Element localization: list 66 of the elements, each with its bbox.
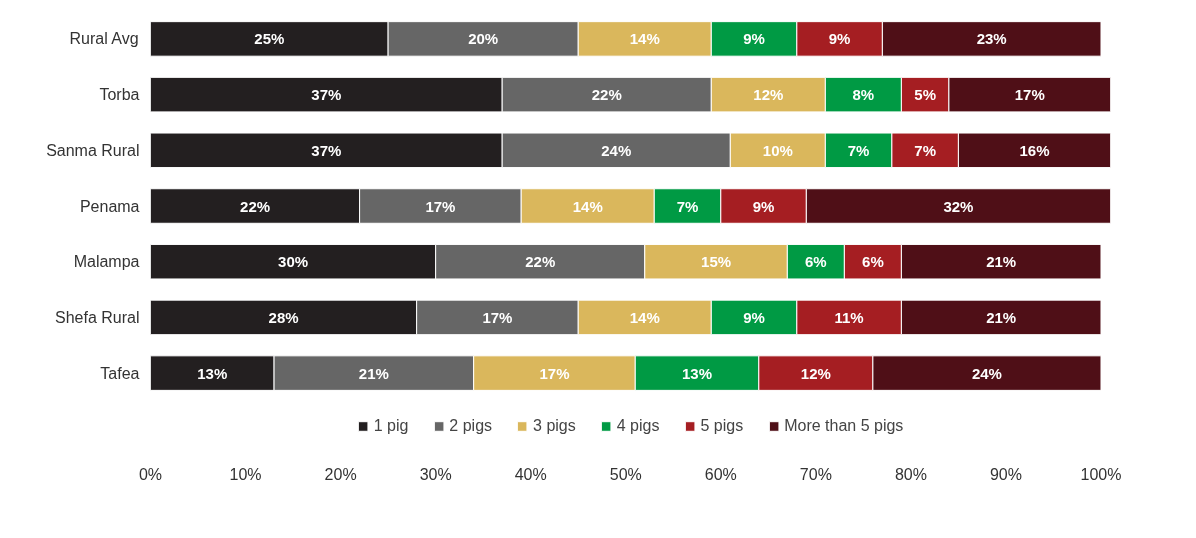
- data-label: 17%: [482, 308, 513, 326]
- data-label: 9%: [743, 308, 765, 326]
- data-label: 15%: [701, 253, 732, 271]
- data-label: 6%: [862, 253, 884, 271]
- x-tick-label: 40%: [514, 465, 547, 483]
- y-tick-label: Penama: [79, 197, 140, 215]
- data-label: 8%: [852, 86, 875, 104]
- legend-label: 5 pigs: [700, 417, 744, 435]
- data-label: 10%: [762, 141, 793, 159]
- x-tick-label: 50%: [609, 465, 642, 483]
- data-label: 37%: [311, 141, 342, 159]
- data-label: 7%: [676, 197, 699, 215]
- data-label: 30%: [278, 253, 309, 271]
- x-tick-label: 60%: [704, 465, 737, 483]
- data-label: 22%: [591, 86, 622, 104]
- y-tick-label: Rural Avg: [69, 30, 139, 48]
- data-label: 12%: [800, 364, 831, 382]
- data-label: 17%: [425, 197, 456, 215]
- x-tick-label: 70%: [799, 465, 832, 483]
- data-label: 12%: [753, 86, 784, 104]
- data-label: 20%: [468, 30, 499, 48]
- data-label: 22%: [240, 197, 271, 215]
- data-label: 21%: [986, 253, 1017, 271]
- y-tick-label: Torba: [99, 86, 140, 104]
- data-label: 25%: [254, 30, 285, 48]
- data-label: 24%: [601, 141, 632, 159]
- x-tick-label: 0%: [138, 465, 163, 483]
- legend-label: More than 5 pigs: [784, 417, 904, 435]
- data-label: 22%: [525, 253, 556, 271]
- data-label: 9%: [743, 30, 765, 48]
- x-tick-label: 80%: [894, 465, 927, 483]
- data-label: 17%: [539, 364, 570, 382]
- x-tick-label: 100%: [1080, 465, 1122, 483]
- legend-label: 3 pigs: [533, 417, 576, 435]
- data-label: 37%: [311, 86, 342, 104]
- data-label: 13%: [197, 364, 228, 382]
- data-label: 21%: [358, 364, 389, 382]
- data-label: 11%: [834, 308, 864, 326]
- y-tick-label: Shefa Rural: [55, 308, 140, 326]
- data-label: 28%: [268, 308, 299, 326]
- y-tick-label: Malampa: [73, 253, 140, 271]
- legend-label: 4 pigs: [616, 417, 660, 435]
- data-label: 9%: [828, 30, 851, 48]
- data-label: 6%: [805, 253, 827, 271]
- data-label: 23%: [976, 30, 1007, 48]
- data-label: 7%: [914, 141, 936, 159]
- data-label: 21%: [986, 308, 1017, 326]
- legend-label: 1 pig: [373, 417, 409, 435]
- data-label: 7%: [847, 141, 870, 159]
- x-tick-label: 10%: [229, 465, 262, 483]
- y-tick-label: Tafea: [100, 364, 140, 382]
- x-tick-label: 30%: [419, 465, 452, 483]
- data-label: 14%: [572, 197, 603, 215]
- data-label: 14%: [629, 308, 660, 326]
- data-label: 16%: [1019, 141, 1050, 159]
- data-label: 9%: [752, 197, 775, 215]
- x-tick-label: 20%: [324, 465, 357, 483]
- data-label: 14%: [629, 30, 660, 48]
- data-label: 17%: [1014, 86, 1045, 104]
- data-label: 24%: [971, 364, 1002, 382]
- data-label: 5%: [914, 86, 936, 104]
- x-tick-label: 90%: [989, 465, 1022, 483]
- y-tick-label: Sanma Rural: [46, 141, 140, 159]
- data-label: 13%: [682, 364, 713, 382]
- legend-label: 2 pigs: [449, 417, 493, 435]
- data-label: 32%: [943, 197, 974, 215]
